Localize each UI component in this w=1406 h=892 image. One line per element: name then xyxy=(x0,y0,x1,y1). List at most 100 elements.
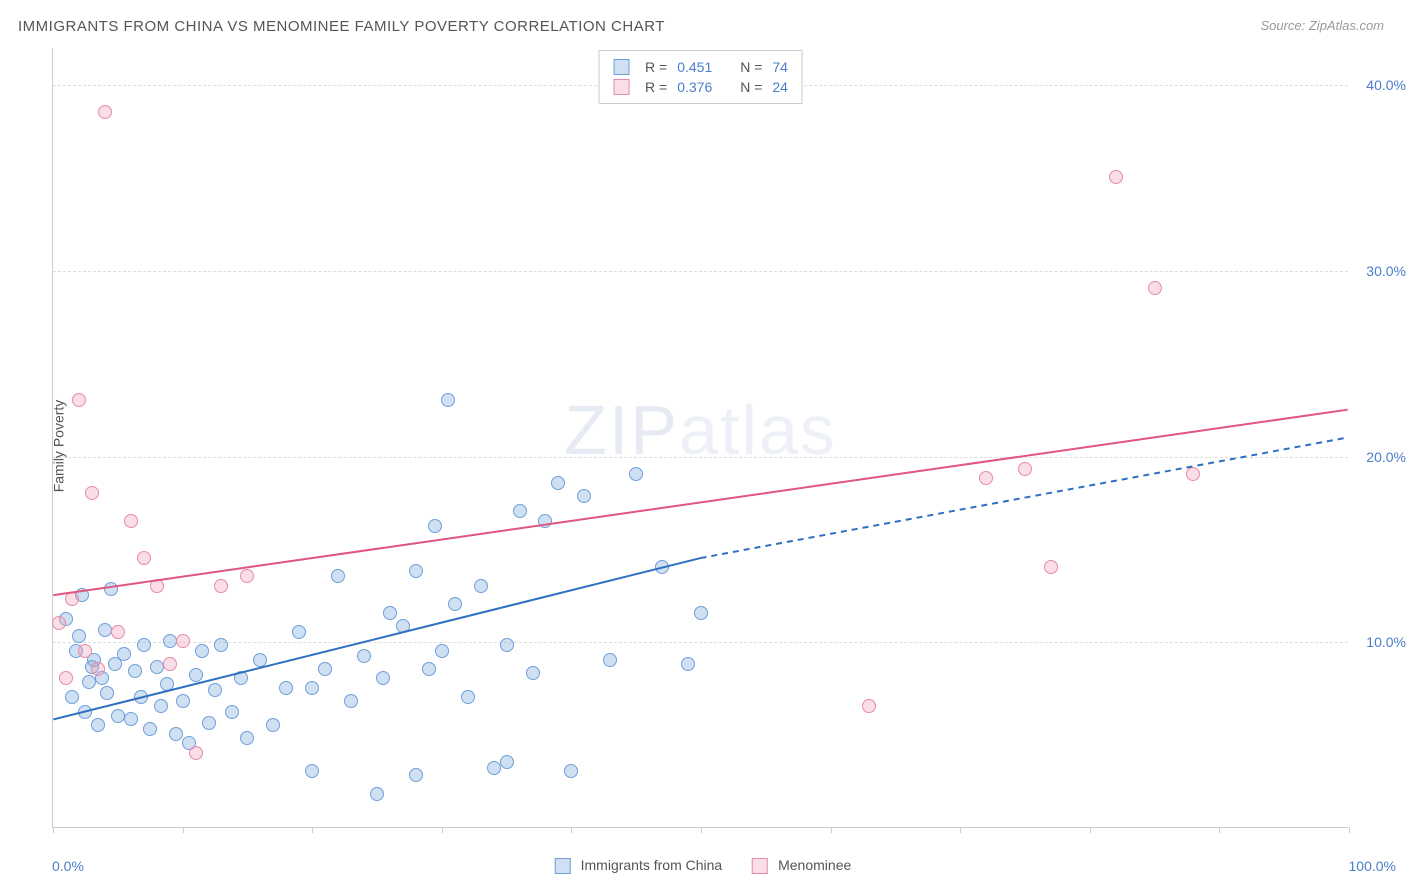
scatter-point xyxy=(72,629,86,643)
scatter-point xyxy=(176,634,190,648)
scatter-point xyxy=(189,746,203,760)
x-tick xyxy=(312,827,313,833)
scatter-point xyxy=(169,727,183,741)
scatter-point xyxy=(318,662,332,676)
chart-container: IMMIGRANTS FROM CHINA VS MENOMINEE FAMIL… xyxy=(0,0,1406,892)
trend-lines-svg xyxy=(53,48,1348,827)
scatter-point xyxy=(551,476,565,490)
scatter-point xyxy=(214,638,228,652)
source-label: Source: ZipAtlas.com xyxy=(1260,18,1384,33)
scatter-point xyxy=(124,514,138,528)
scatter-point xyxy=(474,579,488,593)
scatter-point xyxy=(538,514,552,528)
legend-item-series2: Menominee xyxy=(752,857,851,874)
scatter-point xyxy=(441,393,455,407)
scatter-point xyxy=(78,705,92,719)
scatter-point xyxy=(240,731,254,745)
n-value-series1: 74 xyxy=(772,59,788,75)
scatter-point xyxy=(128,664,142,678)
n-label: N = xyxy=(740,79,762,95)
scatter-point xyxy=(428,519,442,533)
y-tick-label: 20.0% xyxy=(1366,449,1406,465)
scatter-point xyxy=(487,761,501,775)
legend-swatch-series2 xyxy=(613,79,629,95)
scatter-point xyxy=(214,579,228,593)
scatter-point xyxy=(1186,467,1200,481)
scatter-point xyxy=(603,653,617,667)
scatter-point xyxy=(91,662,105,676)
scatter-point xyxy=(78,644,92,658)
scatter-point xyxy=(1018,462,1032,476)
y-tick-label: 40.0% xyxy=(1366,77,1406,93)
scatter-point xyxy=(279,681,293,695)
legend-swatch-series2 xyxy=(752,858,768,874)
scatter-point xyxy=(98,105,112,119)
scatter-point xyxy=(143,722,157,736)
scatter-point xyxy=(681,657,695,671)
scatter-point xyxy=(383,606,397,620)
x-tick xyxy=(53,827,54,833)
scatter-point xyxy=(150,579,164,593)
y-tick-label: 30.0% xyxy=(1366,263,1406,279)
legend-label-series2: Menominee xyxy=(778,857,851,873)
scatter-point xyxy=(409,564,423,578)
legend-row: R = 0.451 N = 74 xyxy=(613,57,788,77)
scatter-point xyxy=(305,681,319,695)
scatter-point xyxy=(176,694,190,708)
x-tick xyxy=(960,827,961,833)
x-axis-max-label: 100.0% xyxy=(1349,858,1396,874)
gridline xyxy=(53,457,1348,458)
x-tick xyxy=(1090,827,1091,833)
chart-title: IMMIGRANTS FROM CHINA VS MENOMINEE FAMIL… xyxy=(18,18,665,35)
scatter-point xyxy=(376,671,390,685)
y-tick-label: 10.0% xyxy=(1366,634,1406,650)
scatter-point xyxy=(448,597,462,611)
scatter-point xyxy=(344,694,358,708)
scatter-point xyxy=(292,625,306,639)
scatter-point xyxy=(513,504,527,518)
legend-swatch-series1 xyxy=(613,59,629,75)
scatter-point xyxy=(500,755,514,769)
scatter-point xyxy=(435,644,449,658)
scatter-point xyxy=(134,690,148,704)
scatter-point xyxy=(234,671,248,685)
scatter-point xyxy=(240,569,254,583)
scatter-point xyxy=(266,718,280,732)
scatter-point xyxy=(59,671,73,685)
scatter-point xyxy=(305,764,319,778)
scatter-point xyxy=(526,666,540,680)
scatter-point xyxy=(225,705,239,719)
scatter-point xyxy=(208,683,222,697)
x-tick xyxy=(571,827,572,833)
x-tick xyxy=(442,827,443,833)
scatter-point xyxy=(163,634,177,648)
scatter-point xyxy=(91,718,105,732)
x-tick xyxy=(701,827,702,833)
n-label: N = xyxy=(740,59,762,75)
legend-row: R = 0.376 N = 24 xyxy=(613,77,788,97)
scatter-point xyxy=(409,768,423,782)
scatter-point xyxy=(98,623,112,637)
scatter-point xyxy=(137,551,151,565)
scatter-point xyxy=(65,690,79,704)
r-value-series1: 0.451 xyxy=(677,59,722,75)
scatter-point xyxy=(202,716,216,730)
scatter-point xyxy=(979,471,993,485)
scatter-point xyxy=(160,677,174,691)
scatter-point xyxy=(104,582,118,596)
scatter-point xyxy=(117,647,131,661)
scatter-point xyxy=(253,653,267,667)
scatter-point xyxy=(163,657,177,671)
gridline xyxy=(53,271,1348,272)
scatter-point xyxy=(1044,560,1058,574)
scatter-point xyxy=(65,592,79,606)
scatter-point xyxy=(396,619,410,633)
n-value-series2: 24 xyxy=(772,79,788,95)
scatter-point xyxy=(422,662,436,676)
x-tick xyxy=(831,827,832,833)
r-label: R = xyxy=(645,59,667,75)
r-label: R = xyxy=(645,79,667,95)
x-tick xyxy=(183,827,184,833)
scatter-point xyxy=(629,467,643,481)
scatter-point xyxy=(111,625,125,639)
